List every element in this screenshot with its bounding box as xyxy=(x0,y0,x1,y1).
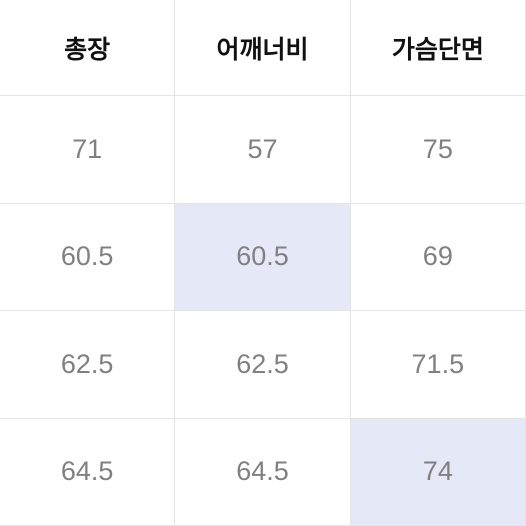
cell-value: 64.5 xyxy=(61,456,114,487)
table-cell: 74 xyxy=(351,419,526,526)
cell-value: 62.5 xyxy=(61,349,114,380)
cell-value: 71.5 xyxy=(412,349,465,380)
cell-value: 62.5 xyxy=(236,349,289,380)
table-cell: 75 xyxy=(351,96,526,204)
header-cell: 총장 xyxy=(0,0,175,96)
header-label: 어깨너비 xyxy=(216,30,308,66)
cell-value: 60.5 xyxy=(236,241,289,272)
cell-value: 71 xyxy=(72,134,102,165)
table-cell: 64.5 xyxy=(175,419,350,526)
table-cell: 71.5 xyxy=(351,311,526,419)
table-cell: 64.5 xyxy=(0,419,175,526)
table-cell: 71 xyxy=(0,96,175,204)
table-cell: 69 xyxy=(351,204,526,312)
table-cell: 57 xyxy=(175,96,350,204)
table-cell: 60.5 xyxy=(175,204,350,312)
cell-value: 75 xyxy=(423,134,453,165)
header-cell: 어깨너비 xyxy=(175,0,350,96)
cell-value: 69 xyxy=(423,241,453,272)
cell-value: 64.5 xyxy=(236,456,289,487)
header-label: 총장 xyxy=(64,30,110,66)
cell-value: 57 xyxy=(247,134,277,165)
header-cell: 가슴단면 xyxy=(351,0,526,96)
table-cell: 62.5 xyxy=(175,311,350,419)
header-label: 가슴단면 xyxy=(392,30,484,66)
table-cell: 60.5 xyxy=(0,204,175,312)
table-cell: 62.5 xyxy=(0,311,175,419)
size-table: 총장 어깨너비 가슴단면 71 57 75 60.5 60.5 69 62.5 … xyxy=(0,0,526,526)
cell-value: 74 xyxy=(423,456,453,487)
cell-value: 60.5 xyxy=(61,241,114,272)
